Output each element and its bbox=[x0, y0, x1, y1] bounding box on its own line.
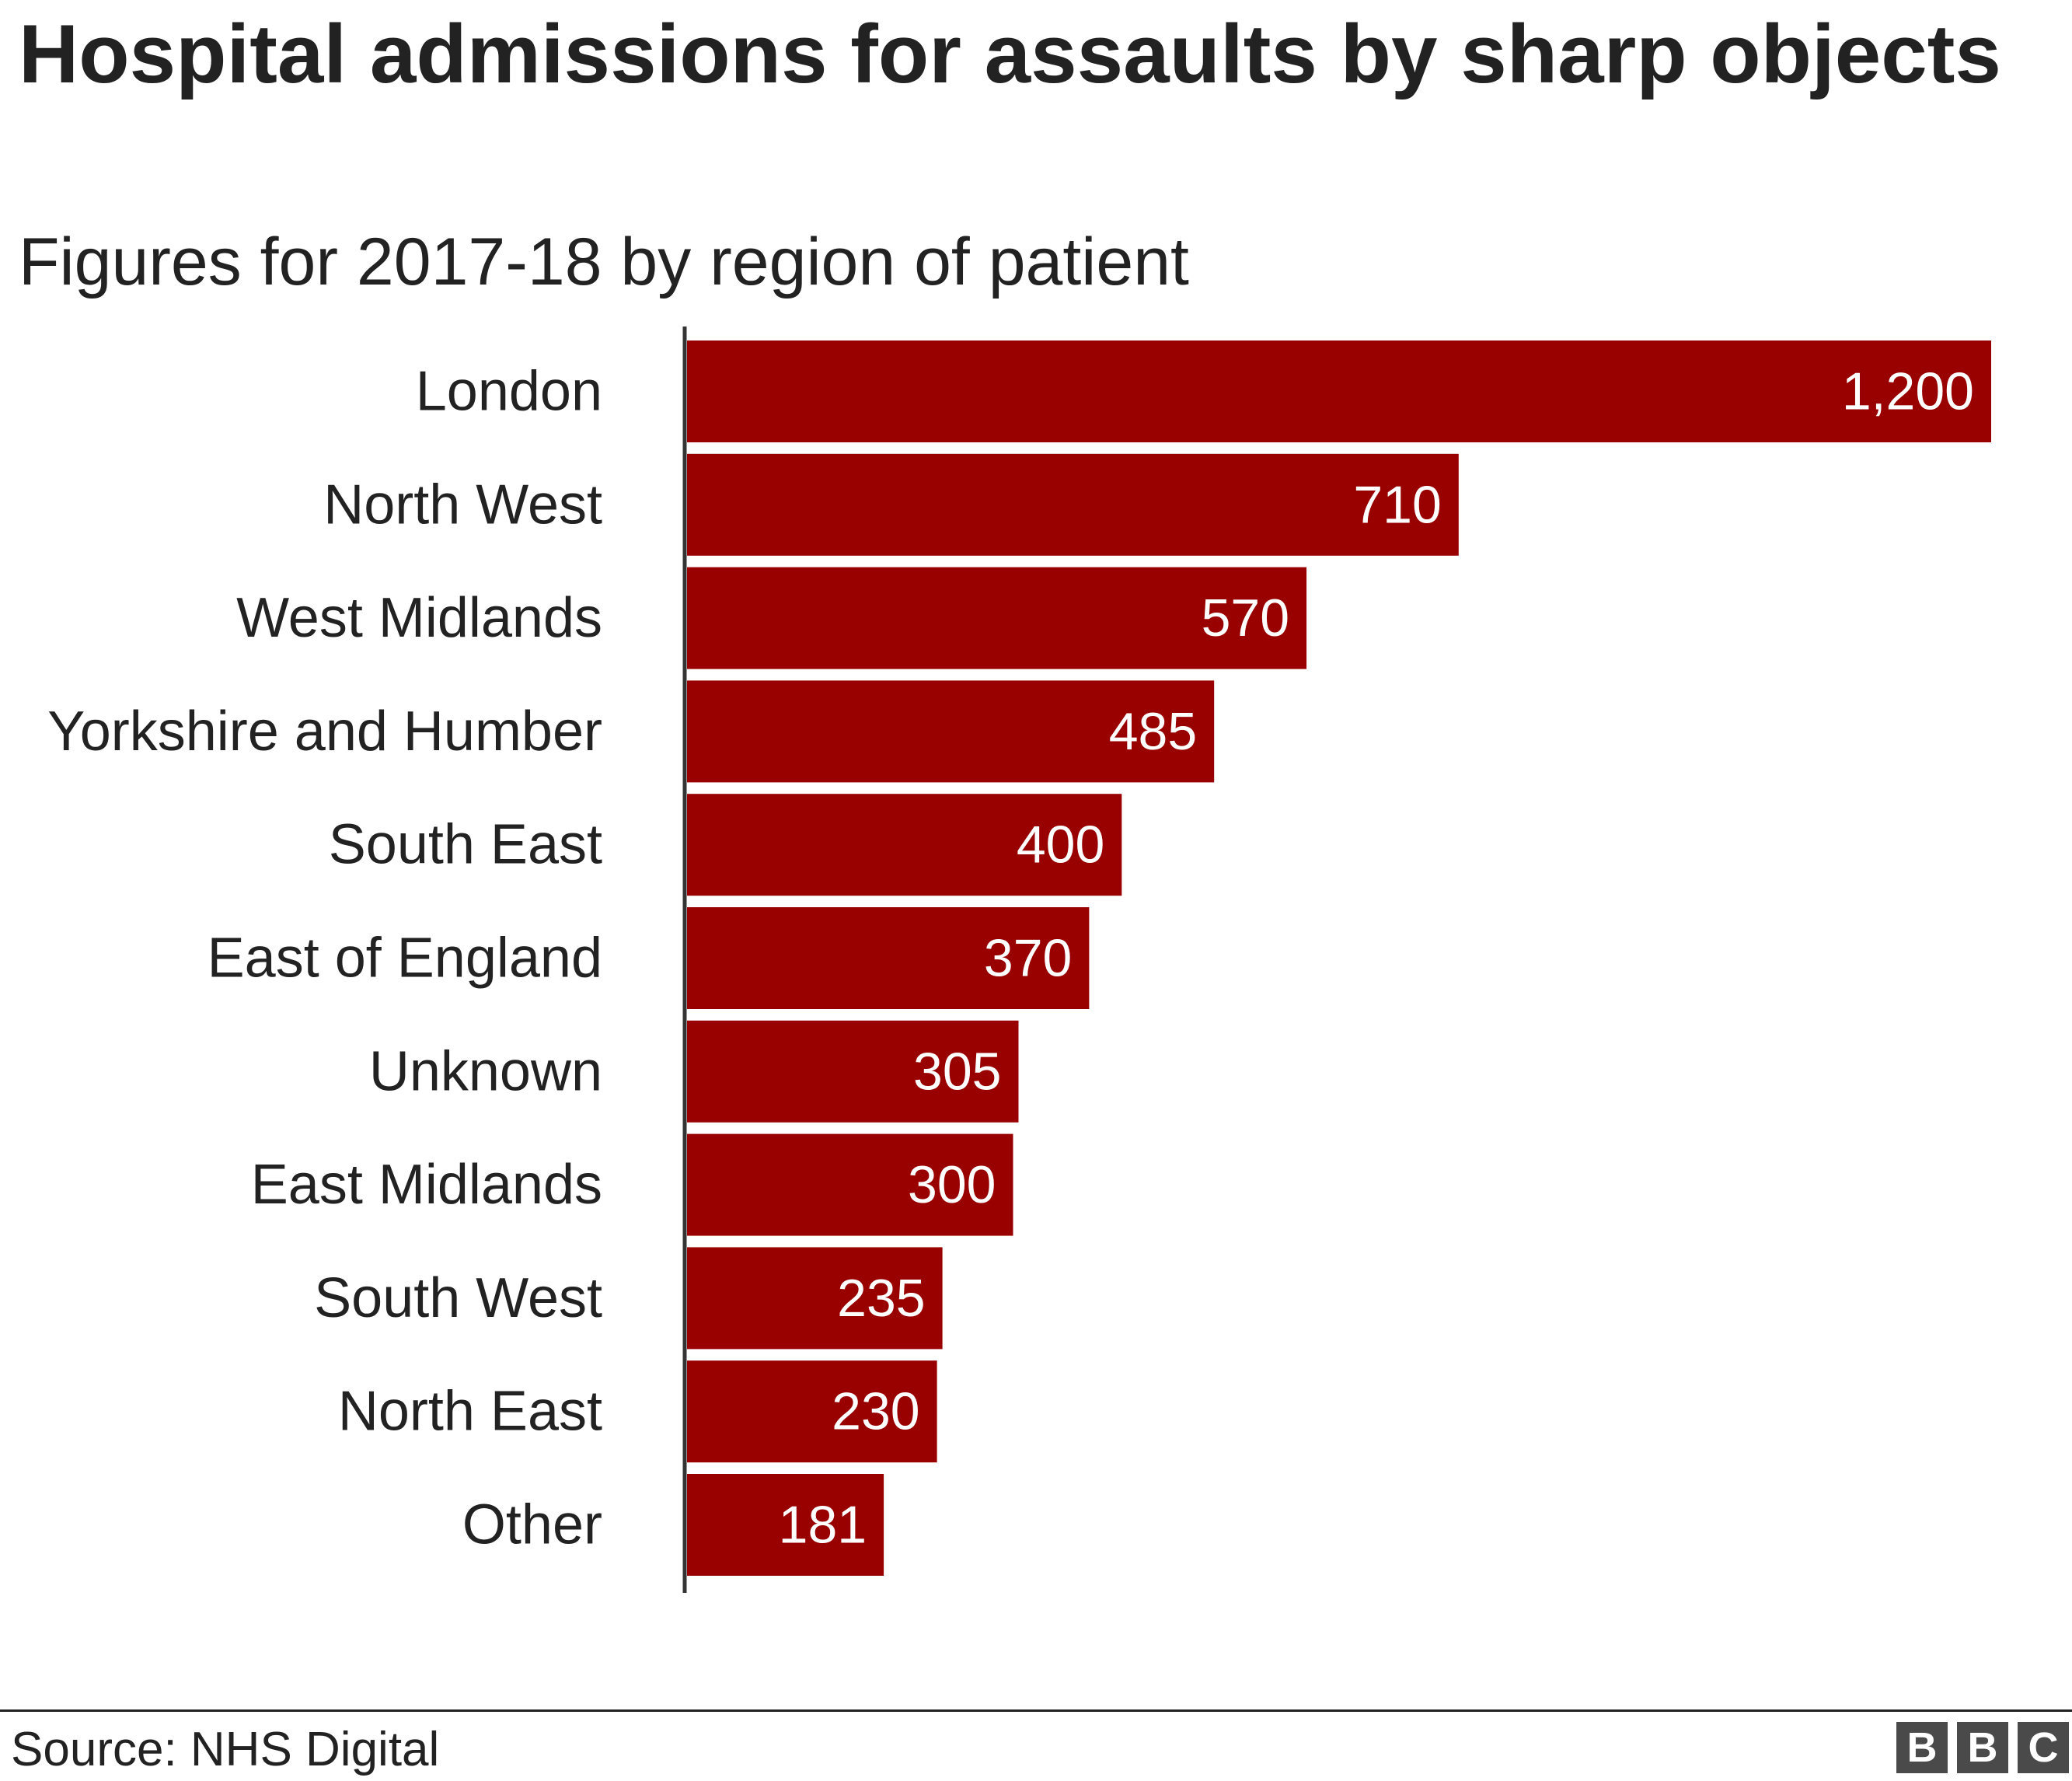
category-label: East Midlands bbox=[251, 1154, 602, 1216]
value-label: 570 bbox=[1202, 588, 1289, 648]
bar-south-east bbox=[687, 794, 1122, 896]
chart-title: Hospital admissions for assaults by shar… bbox=[19, 7, 2001, 100]
category-label: Unknown bbox=[369, 1040, 602, 1102]
bbc-logo: B B C bbox=[1896, 1722, 2069, 1773]
category-label: West Midlands bbox=[236, 587, 602, 649]
category-label: North East bbox=[338, 1381, 602, 1443]
value-label: 300 bbox=[908, 1155, 996, 1214]
bar-east-midlands bbox=[687, 1133, 1013, 1236]
value-label: 710 bbox=[1353, 475, 1441, 534]
value-label: 400 bbox=[1017, 815, 1104, 875]
category-label: Other bbox=[462, 1494, 602, 1556]
bar-south-west bbox=[687, 1247, 943, 1350]
bar-north-west bbox=[687, 453, 1459, 556]
value-label: 1,200 bbox=[1842, 362, 1974, 421]
value-label: 235 bbox=[837, 1269, 925, 1328]
logo-letter-c: C bbox=[2018, 1722, 2069, 1773]
logo-letter-b1: B bbox=[1896, 1722, 1948, 1773]
source-note: Source: NHS Digital bbox=[11, 1723, 440, 1776]
category-label: London bbox=[416, 361, 602, 423]
value-label: 230 bbox=[832, 1382, 919, 1441]
value-label: 485 bbox=[1109, 702, 1197, 761]
value-label: 181 bbox=[779, 1496, 867, 1555]
bar-unknown bbox=[687, 1020, 1019, 1123]
bar-yorkshire-and-humber bbox=[687, 680, 1215, 783]
category-label: Yorkshire and Humber bbox=[47, 700, 602, 763]
value-label: 370 bbox=[984, 929, 1072, 988]
bar-other bbox=[687, 1474, 884, 1576]
value-label: 305 bbox=[913, 1042, 1001, 1101]
category-label: South East bbox=[329, 814, 602, 876]
bar-london bbox=[687, 340, 1991, 442]
bar-east-of-england bbox=[687, 907, 1090, 1009]
category-label: North West bbox=[323, 473, 602, 536]
chart-subtitle: Figures for 2017-18 by region of patient bbox=[19, 225, 1189, 299]
bar-north-east bbox=[687, 1360, 937, 1463]
logo-letter-b2: B bbox=[1957, 1722, 2008, 1773]
footer-divider bbox=[0, 1709, 2072, 1712]
bar-west-midlands bbox=[687, 567, 1307, 669]
bar-chart: London 1,200 North West 710 West Midlands 570… bbox=[47, 327, 1991, 1593]
category-label: East of England bbox=[208, 927, 602, 990]
category-label: South West bbox=[314, 1267, 602, 1329]
